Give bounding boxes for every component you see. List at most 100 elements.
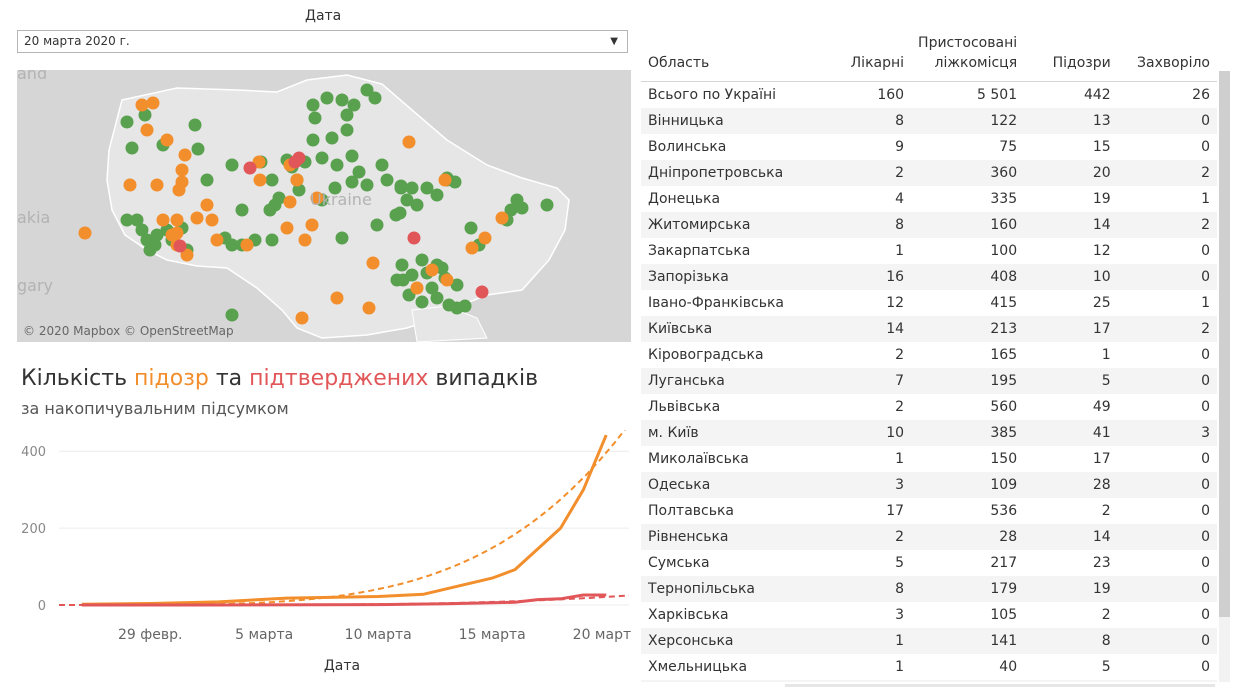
hospital-marker-orange[interactable] — [495, 211, 509, 225]
hospital-marker-green[interactable] — [368, 91, 382, 105]
hospital-marker-green[interactable] — [191, 142, 205, 156]
hospital-marker-red[interactable] — [243, 161, 257, 175]
hospital-marker-red[interactable] — [292, 151, 306, 165]
hospital-marker-orange[interactable] — [140, 123, 154, 137]
hospital-marker-orange[interactable] — [205, 213, 219, 227]
hospital-marker-orange[interactable] — [280, 221, 294, 235]
hospital-marker-green[interactable] — [504, 203, 518, 217]
scrollbar-thumb[interactable] — [1219, 71, 1230, 617]
table-row[interactable]: Одеська 3 109 28 0 — [641, 472, 1217, 498]
table-row[interactable]: Харківська 3 105 2 0 — [641, 602, 1217, 628]
hospital-marker-green[interactable] — [415, 295, 429, 309]
horizontal-scrollbar[interactable] — [785, 684, 1215, 687]
hospital-marker-orange[interactable] — [240, 238, 254, 252]
hospital-marker-green[interactable] — [200, 173, 214, 187]
hospital-marker-green[interactable] — [393, 206, 407, 220]
hospital-marker-orange[interactable] — [410, 281, 424, 295]
hospital-marker-green[interactable] — [308, 111, 322, 125]
hospital-marker-green[interactable] — [335, 93, 349, 107]
hospital-marker-green[interactable] — [265, 233, 279, 247]
table-row[interactable]: Кіровоградська 2 165 1 0 — [641, 342, 1217, 368]
hospital-marker-green[interactable] — [345, 149, 359, 163]
hospital-marker-green[interactable] — [148, 238, 162, 252]
hospital-marker-orange[interactable] — [402, 135, 416, 149]
hospital-marker-orange[interactable] — [178, 148, 192, 162]
hospital-marker-orange[interactable] — [330, 291, 344, 305]
hospital-marker-green[interactable] — [430, 188, 444, 202]
date-filter-dropdown[interactable]: 20 марта 2020 г. ▼ — [17, 30, 628, 53]
hospital-marker-orange[interactable] — [210, 233, 224, 247]
hospital-marker-orange[interactable] — [172, 183, 186, 197]
column-header-hospitals[interactable]: Лікарні — [850, 55, 905, 71]
hospital-marker-green[interactable] — [125, 141, 139, 155]
hospital-marker-red[interactable] — [173, 239, 187, 253]
table-row-total[interactable]: Всього по Україні 160 5 501 442 26 — [641, 81, 1217, 108]
hospital-marker-green[interactable] — [415, 253, 429, 267]
hospital-marker-green[interactable] — [130, 213, 144, 227]
hospital-marker-orange[interactable] — [253, 173, 267, 187]
hospital-marker-green[interactable] — [135, 223, 149, 237]
hospital-marker-green[interactable] — [450, 278, 464, 292]
table-row[interactable]: Запорізька 16 408 10 0 — [641, 264, 1217, 290]
table-row[interactable]: Івано-Франківська 12 415 25 1 — [641, 290, 1217, 316]
hospital-marker-orange[interactable] — [440, 273, 454, 287]
table-row[interactable]: Донецька 4 335 19 1 — [641, 186, 1217, 212]
hospital-marker-orange[interactable] — [170, 213, 184, 227]
hospital-marker-orange[interactable] — [160, 133, 174, 147]
hospital-marker-orange[interactable] — [78, 226, 92, 240]
hospital-marker-green[interactable] — [120, 115, 134, 129]
hospital-marker-green[interactable] — [306, 133, 320, 147]
table-row[interactable]: Закарпатська 1 100 12 0 — [641, 238, 1217, 264]
hospital-marker-orange[interactable] — [362, 301, 376, 315]
hospital-marker-orange[interactable] — [290, 173, 304, 187]
hospital-marker-orange[interactable] — [135, 98, 149, 112]
table-row[interactable]: Вінницька 8 122 13 0 — [641, 108, 1217, 134]
table-row[interactable]: Черкаська3135130 — [641, 680, 1217, 682]
hospital-marker-green[interactable] — [395, 258, 409, 272]
hospital-marker-green[interactable] — [347, 98, 361, 112]
hospital-marker-green[interactable] — [340, 108, 354, 122]
hospital-marker-green[interactable] — [235, 203, 249, 217]
hospital-marker-orange[interactable] — [200, 198, 214, 212]
hospital-marker-green[interactable] — [138, 108, 152, 122]
hospital-marker-red[interactable] — [475, 285, 489, 299]
table-row[interactable]: Миколаївська 1 150 17 0 — [641, 446, 1217, 472]
map-markers[interactable] — [78, 83, 554, 325]
hospital-marker-green[interactable] — [464, 221, 478, 235]
hospital-marker-green[interactable] — [345, 175, 359, 189]
hospital-marker-green[interactable] — [458, 299, 472, 313]
hospital-marker-orange[interactable] — [156, 213, 170, 227]
table-row[interactable]: Рівненська 2 28 14 0 — [641, 524, 1217, 550]
hospital-marker-orange[interactable] — [310, 191, 324, 205]
hospital-marker-orange[interactable] — [190, 211, 204, 225]
hospital-marker-green[interactable] — [328, 181, 342, 195]
hospital-marker-green[interactable] — [263, 203, 277, 217]
hospital-marker-orange[interactable] — [305, 218, 319, 232]
hospital-marker-green[interactable] — [352, 165, 366, 179]
hospital-marker-orange[interactable] — [438, 173, 452, 187]
map-canvas[interactable] — [17, 70, 631, 342]
chart-canvas[interactable]: 0 200 400 29 февр. 5 марта 10 марта 15 марта 20… — [17, 423, 640, 680]
column-header-beds[interactable]: Пристосовані ліжкомісця — [918, 35, 1018, 71]
hospital-marker-green[interactable] — [360, 178, 374, 192]
table-row[interactable]: Житомирська 8 160 14 2 — [641, 212, 1217, 238]
hospital-marker-orange[interactable] — [425, 263, 439, 277]
hospital-marker-green[interactable] — [394, 179, 408, 193]
hospital-marker-orange[interactable] — [146, 96, 160, 110]
hospital-marker-green[interactable] — [380, 173, 394, 187]
hospital-marker-green[interactable] — [292, 183, 306, 197]
hospital-marker-green[interactable] — [515, 201, 529, 215]
regions-table[interactable]: Область Лікарні Пристосовані ліжкомісця … — [641, 26, 1217, 682]
table-row[interactable]: Київська 14 213 17 2 — [641, 316, 1217, 342]
chevron-down-icon[interactable]: ▼ — [610, 36, 618, 47]
hospital-marker-orange[interactable] — [150, 178, 164, 192]
hospital-marker-green[interactable] — [375, 158, 389, 172]
hospital-marker-orange[interactable] — [298, 233, 312, 247]
hospital-marker-green[interactable] — [325, 131, 339, 145]
hospital-marker-orange[interactable] — [478, 231, 492, 245]
hospital-marker-red[interactable] — [407, 231, 421, 245]
table-row[interactable]: Дніпропетровська 2 360 20 2 — [641, 160, 1217, 186]
hospital-marker-green[interactable] — [306, 98, 320, 112]
hospital-marker-green[interactable] — [272, 191, 286, 205]
hospital-marker-green[interactable] — [188, 118, 202, 132]
